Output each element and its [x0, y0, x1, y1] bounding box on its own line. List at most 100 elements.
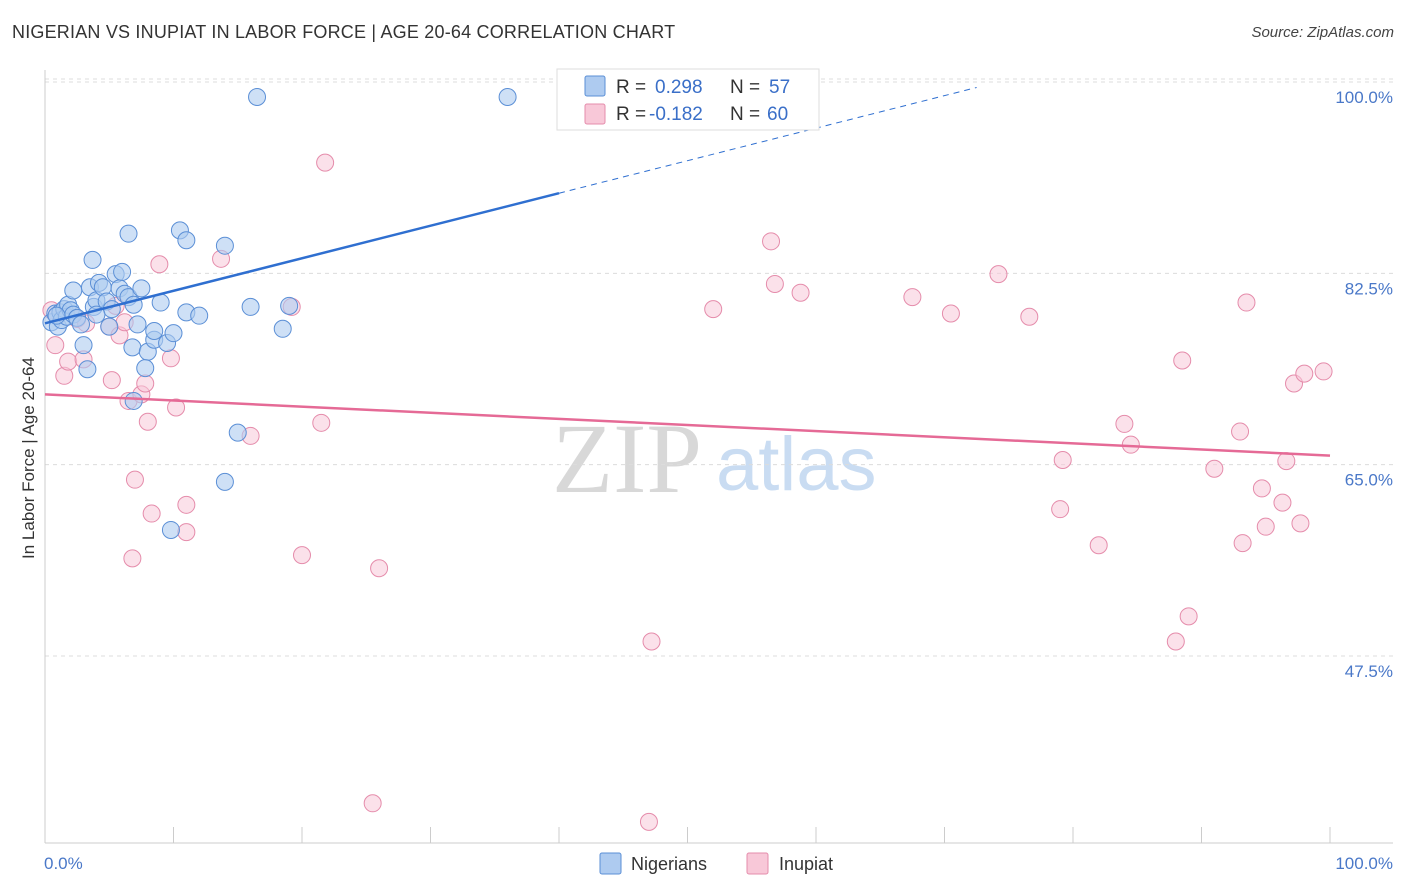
inupiat-point-21 — [167, 398, 186, 417]
inupiat-point-9 — [102, 371, 121, 390]
nigerians-point-50 — [273, 319, 292, 338]
nigerians-point-37 — [145, 321, 164, 340]
legend-r-value-inupiat: -0.182 — [649, 104, 703, 125]
inupiat-point-36 — [765, 274, 784, 293]
nigerians-point-14 — [78, 360, 97, 379]
inupiat-point-48 — [1173, 351, 1192, 370]
nigerians-point-46 — [228, 423, 247, 442]
inupiat-point-54 — [1252, 479, 1271, 498]
inupiat-point-34 — [704, 300, 723, 319]
nigerians-point-52 — [498, 88, 517, 106]
inupiat-point-39 — [941, 304, 960, 323]
watermark-atlas: atlas — [716, 422, 877, 507]
bottom-legend-label-inupiat: Inupiat — [779, 854, 833, 874]
inupiat-point-35 — [762, 232, 781, 251]
inupiat-point-42 — [1051, 500, 1070, 519]
inupiat-point-22 — [177, 495, 196, 514]
inupiat-point-55 — [1256, 517, 1275, 536]
nigerians-point-26 — [113, 262, 132, 281]
y-tick-label-1: 65.0% — [1345, 471, 1393, 490]
nigerians-trend-extension — [558, 87, 977, 194]
y-tick-label-2: 82.5% — [1345, 279, 1393, 298]
axes — [44, 70, 1393, 844]
series-legend: Nigerians Inupiat — [599, 852, 833, 875]
nigerians-point-42 — [177, 231, 196, 250]
inupiat-point-30 — [370, 559, 389, 578]
x-tick-label-max: 100.0% — [1335, 854, 1393, 873]
legend-r-label-inupiat: R = — [616, 104, 646, 125]
source-label: Source: ZipAtlas.com — [1251, 24, 1394, 41]
nigerians-point-54 — [161, 520, 180, 539]
inupiat-point-41 — [1020, 307, 1039, 326]
nigerians-point-29 — [123, 338, 142, 357]
y-axis-title: In Labor Force | Age 20-64 — [19, 357, 38, 559]
legend-swatch-nigerians — [584, 75, 606, 97]
nigerians-point-44 — [190, 306, 209, 325]
inupiat-point-43 — [1053, 450, 1072, 469]
nigerians-point-35 — [136, 359, 155, 378]
inupiat-point-49 — [1179, 607, 1198, 626]
y-tick-labels: 47.5% 65.0% 82.5% 100.0% — [1335, 88, 1393, 681]
nigerians-point-13 — [74, 336, 93, 355]
chart-title: NIGERIAN VS INUPIAT IN LABOR FORCE | AGE… — [12, 22, 676, 42]
nigerians-point-55 — [124, 391, 143, 410]
inupiat-point-29 — [316, 153, 335, 172]
inupiat-point-23 — [177, 523, 196, 542]
legend-r-label-nigerians: R = — [616, 77, 646, 98]
bottom-legend-swatch-nigerians — [599, 852, 622, 875]
y-tick-label-0: 47.5% — [1345, 662, 1393, 681]
y-tick-label-3: 100.0% — [1335, 88, 1393, 107]
nigerians-point-48 — [241, 297, 260, 316]
inupiat-point-61 — [1314, 362, 1333, 381]
inupiat-point-3 — [59, 352, 78, 371]
inupiat-point-13 — [125, 470, 144, 489]
inupiat-point-20 — [161, 349, 180, 368]
inupiat-point-38 — [903, 288, 922, 307]
inupiat-point-14 — [123, 549, 142, 568]
nigerians-points — [42, 88, 517, 539]
nigerians-point-40 — [164, 324, 183, 343]
nigerians-point-12 — [71, 315, 90, 334]
nigerians-point-32 — [128, 315, 147, 334]
bottom-legend-label-nigerians: Nigerians — [631, 854, 707, 874]
x-tick-label-min: 0.0% — [44, 854, 83, 873]
nigerians-point-49 — [248, 88, 267, 106]
nigerians-point-22 — [100, 317, 119, 336]
inupiat-point-58 — [1291, 514, 1310, 533]
inupiat-point-1 — [46, 336, 65, 355]
inupiat-point-33 — [639, 812, 658, 831]
inupiat-point-44 — [1089, 536, 1108, 555]
inupiat-point-40 — [989, 265, 1008, 284]
nigerians-point-30 — [119, 224, 138, 243]
inupiat-point-32 — [642, 632, 661, 651]
legend-r-value-nigerians: 0.298 — [655, 77, 703, 98]
inupiat-point-53 — [1237, 293, 1256, 312]
nigerians-trend-line — [44, 192, 560, 325]
inupiat-point-27 — [293, 546, 311, 565]
inupiat-point-28 — [312, 413, 331, 432]
nigerians-point-17 — [83, 250, 102, 269]
inupiat-point-57 — [1277, 452, 1296, 471]
legend-n-label-nigerians: N = — [730, 77, 760, 98]
nigerians-point-33 — [132, 279, 151, 298]
legend-swatch-inupiat — [584, 103, 606, 125]
nigerians-point-47 — [215, 472, 234, 491]
inupiat-point-16 — [136, 374, 155, 393]
inupiat-trend-line — [44, 393, 1331, 457]
inupiat-point-31 — [363, 794, 382, 813]
nigerians-point-11 — [64, 281, 83, 300]
inupiat-point-50 — [1205, 459, 1224, 478]
inupiat-point-51 — [1231, 422, 1250, 441]
inupiat-point-45 — [1115, 414, 1134, 433]
inupiat-point-18 — [142, 504, 161, 523]
legend-n-value-nigerians: 57 — [769, 77, 790, 98]
bottom-legend-swatch-inupiat — [746, 852, 769, 875]
inupiat-point-56 — [1273, 493, 1292, 512]
legend-n-label-inupiat: N = — [730, 104, 760, 125]
correlation-legend: R = 0.298 N = 57 R = -0.182 N = 60 — [556, 68, 820, 131]
nigerians-point-51 — [280, 296, 299, 315]
nigerians-point-45 — [215, 236, 234, 255]
inupiat-point-19 — [150, 255, 169, 274]
gridlines — [45, 78, 1393, 657]
